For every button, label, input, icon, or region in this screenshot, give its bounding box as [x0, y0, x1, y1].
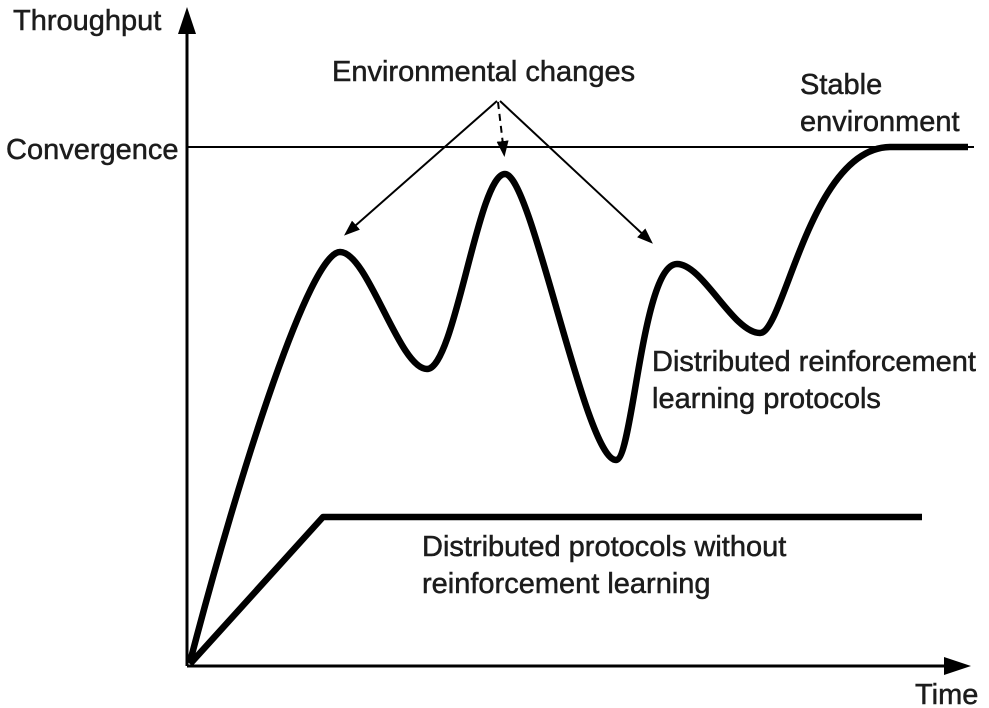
non-rl-protocols-label-line2: reinforcement learning: [422, 568, 711, 601]
x-axis-label: Time: [915, 679, 979, 708]
rl-protocols-label: Distributed reinforcement learning proto…: [652, 344, 976, 418]
stable-environment-label: Stable environment: [800, 67, 960, 141]
convergence-label: Convergence: [6, 134, 179, 167]
non-rl-protocols-label-line1: Distributed protocols without: [422, 531, 787, 564]
stable-environment-label-line1: Stable: [800, 69, 883, 102]
env-change-arrow-left: [343, 100, 498, 236]
non-rl-protocols-curve: [187, 513, 922, 667]
environmental-changes-label: Environmental changes: [332, 56, 636, 89]
env-change-arrow-middle: [496, 101, 509, 157]
rl-protocols-curve: [186, 143, 968, 663]
rl-protocols-label-line1: Distributed reinforcement: [652, 346, 976, 379]
rl-protocols-label-line2: learning protocols: [652, 383, 881, 416]
stable-environment-label-line2: environment: [800, 106, 960, 139]
env-change-arrow-right: [499, 100, 653, 244]
non-rl-protocols-label: Distributed protocols without reinforcem…: [422, 529, 787, 603]
y-axis-label: Throughput: [13, 5, 162, 38]
